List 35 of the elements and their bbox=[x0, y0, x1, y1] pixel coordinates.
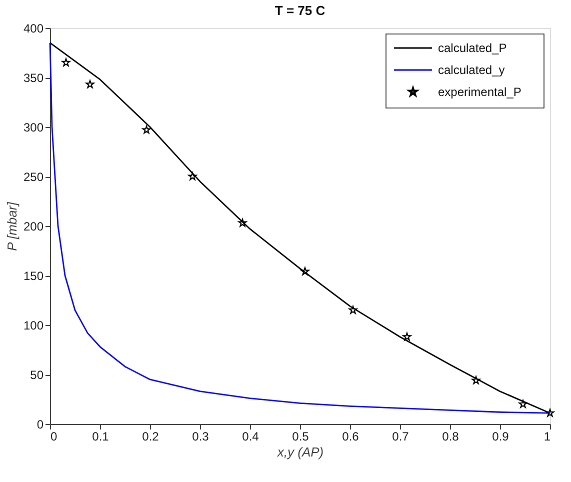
chart-title: T = 75 C bbox=[274, 3, 326, 18]
x-tick-label: 0.6 bbox=[342, 430, 360, 444]
point bbox=[62, 58, 70, 66]
point bbox=[238, 218, 247, 227]
y-tick-label: 200 bbox=[23, 220, 44, 234]
legend-label: calculated_P bbox=[438, 41, 507, 55]
y-axis-title: P [mbar] bbox=[4, 202, 20, 251]
x-tick-label: 0.2 bbox=[142, 430, 160, 444]
y-tick-label: 300 bbox=[23, 120, 44, 134]
y-tick-label: 0 bbox=[36, 418, 44, 432]
x-tick-label: 0.7 bbox=[392, 430, 410, 444]
x-tick-label: 0 bbox=[50, 430, 58, 444]
point bbox=[142, 126, 151, 134]
x-tick-label: 0.1 bbox=[92, 430, 110, 444]
x-tick-label: 0.4 bbox=[242, 430, 260, 444]
y-tick-label: 100 bbox=[23, 318, 44, 332]
point bbox=[546, 408, 554, 417]
point bbox=[188, 172, 197, 180]
point bbox=[518, 400, 528, 408]
x-tick-label: 1 bbox=[544, 430, 551, 444]
x-axis-title: x,y (AP) bbox=[276, 444, 324, 460]
y-tick-label: 350 bbox=[23, 71, 44, 85]
x-tick-label: 0.5 bbox=[292, 430, 310, 444]
point bbox=[402, 332, 412, 341]
point bbox=[300, 267, 310, 276]
legend-label: calculated_y bbox=[438, 63, 505, 77]
y-tick-label: 250 bbox=[23, 170, 44, 184]
y-tick-label: 50 bbox=[30, 368, 44, 382]
x-tick-label: 0.3 bbox=[192, 430, 210, 444]
x-tick-label: 0.9 bbox=[492, 430, 510, 444]
point bbox=[348, 306, 358, 314]
y-tick-label: 400 bbox=[23, 22, 44, 36]
y-tick-label: 150 bbox=[23, 269, 44, 283]
x-tick-label: 0.8 bbox=[442, 430, 460, 444]
legend-label: experimental_P bbox=[438, 85, 522, 99]
